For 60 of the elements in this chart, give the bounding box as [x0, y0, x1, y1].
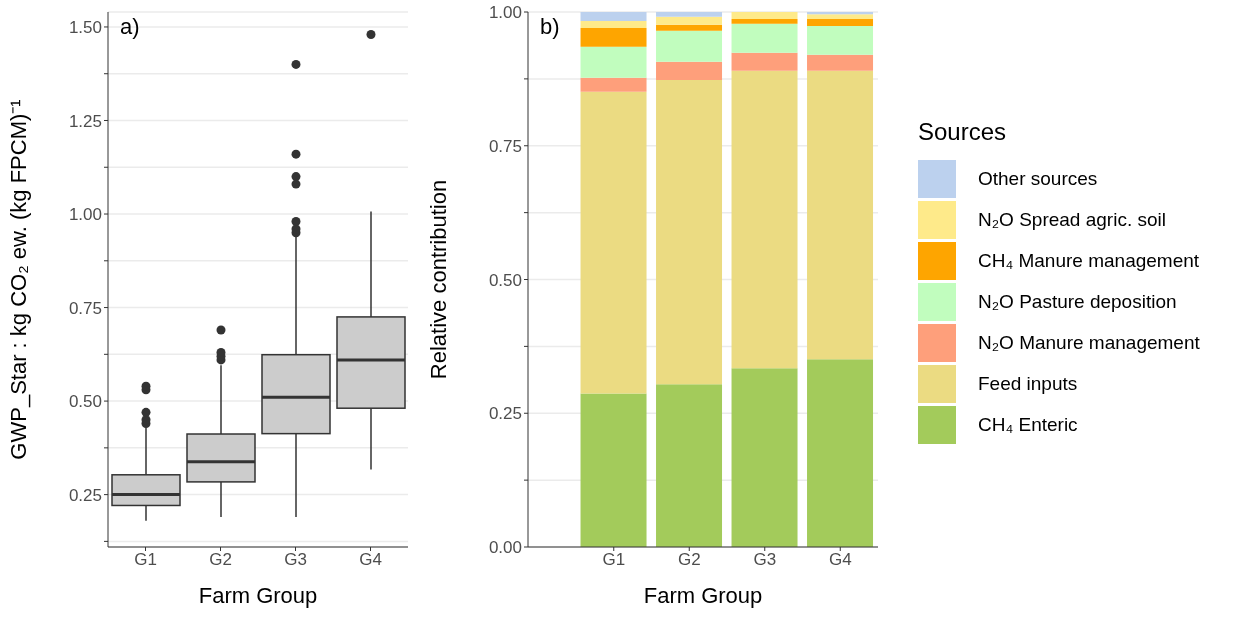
legend-title: Sources [918, 118, 1008, 146]
bar [731, 52, 798, 71]
bar [580, 28, 647, 47]
bar [656, 12, 723, 17]
x-tick-label: G2 [677, 550, 701, 570]
x-tick-label: G2 [209, 550, 232, 570]
bar [807, 359, 874, 547]
x-axis-title: Farm Group [643, 583, 763, 608]
x-tick-label: G4 [359, 550, 382, 570]
y-tick-label: 0.25 [488, 404, 522, 424]
annotation: b) [540, 14, 560, 40]
bar [580, 393, 647, 547]
y-tick-label: 0.75 [488, 136, 522, 156]
y-tick-label: 0.50 [68, 392, 102, 412]
y-axis-title: GWP_Star : kg CO₂ ew. (kg FPCM)⁻¹ [5, 99, 31, 460]
x-axis-title: Farm Group [198, 583, 318, 608]
bar [731, 70, 798, 369]
legend-label: Other sources [978, 167, 1098, 190]
x-tick-label: G3 [284, 550, 307, 570]
legend-label: N₂O Spread agric. soil [978, 208, 1166, 231]
y-tick-label: 1.25 [68, 111, 102, 131]
y-tick-label: 1.00 [68, 205, 102, 225]
bar [807, 18, 874, 26]
legend-label: CH₄ Enteric [978, 413, 1078, 436]
bar [580, 77, 647, 92]
y-tick-label: 0.25 [68, 485, 102, 505]
legend-label: N₂O Manure management [978, 331, 1200, 354]
y-tick-label: 0.75 [68, 298, 102, 318]
bar [580, 46, 647, 78]
bar [656, 30, 723, 62]
annotation: a) [120, 14, 140, 40]
y-tick-label: 1.00 [488, 3, 522, 23]
bar [731, 18, 798, 24]
y-tick-label: 0.00 [488, 538, 522, 558]
x-tick-label: G4 [828, 550, 852, 570]
bar [807, 12, 874, 15]
bar [807, 25, 874, 55]
bar [731, 23, 798, 53]
x-tick-label: G1 [602, 550, 626, 570]
legend-label: Feed inputs [978, 372, 1078, 395]
x-tick-label: G3 [753, 550, 777, 570]
legend-label: N₂O Pasture deposition [978, 290, 1177, 313]
y-tick-label: 1.50 [68, 18, 102, 37]
bar [656, 16, 723, 25]
bar [580, 12, 647, 22]
bar [731, 12, 798, 19]
bar [807, 54, 874, 71]
bar [656, 61, 723, 80]
bar [656, 24, 723, 31]
y-tick-label: 0.50 [488, 270, 522, 290]
bar [807, 70, 874, 360]
bar [656, 79, 723, 385]
bar [807, 14, 874, 19]
x-tick-label: G1 [134, 550, 157, 570]
bar [656, 384, 723, 547]
bar [580, 91, 647, 394]
legend-label: CH₄ Manure management [978, 249, 1200, 272]
y-axis-title: Relative contribution [425, 179, 451, 380]
bar [731, 368, 798, 547]
bar [580, 21, 647, 29]
